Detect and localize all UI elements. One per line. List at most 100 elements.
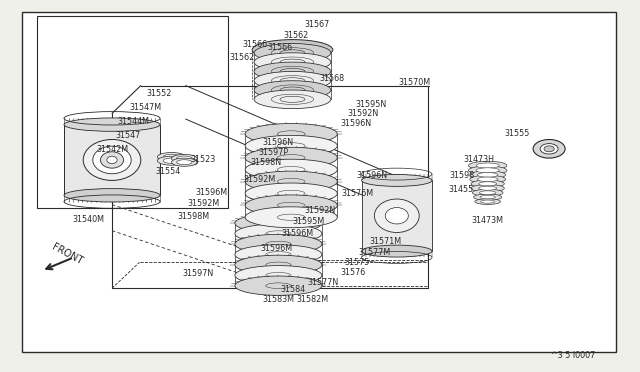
Ellipse shape	[64, 189, 160, 202]
Ellipse shape	[254, 71, 331, 90]
Ellipse shape	[470, 175, 506, 183]
Ellipse shape	[254, 90, 331, 109]
Ellipse shape	[362, 174, 432, 186]
Ellipse shape	[235, 245, 322, 264]
Ellipse shape	[475, 199, 500, 205]
Ellipse shape	[540, 144, 558, 154]
Text: 31597P: 31597P	[259, 148, 289, 157]
Text: 31576: 31576	[340, 268, 366, 277]
Text: 31595M: 31595M	[292, 217, 324, 226]
Ellipse shape	[235, 224, 322, 243]
Text: 31596M: 31596M	[195, 188, 227, 197]
Ellipse shape	[235, 234, 322, 254]
Ellipse shape	[157, 153, 186, 161]
Ellipse shape	[479, 191, 496, 195]
Text: 31596M: 31596M	[260, 244, 292, 253]
Ellipse shape	[362, 245, 432, 257]
Text: 31592N: 31592N	[348, 109, 379, 118]
Text: 31568: 31568	[319, 74, 344, 83]
Ellipse shape	[471, 180, 504, 187]
Ellipse shape	[107, 156, 117, 164]
Text: 31566: 31566	[242, 40, 268, 49]
Ellipse shape	[476, 163, 499, 168]
Text: 31598: 31598	[449, 171, 475, 180]
Ellipse shape	[479, 186, 497, 190]
Text: 31552: 31552	[146, 89, 172, 98]
Text: 31473H: 31473H	[463, 155, 494, 164]
Text: 31577M: 31577M	[358, 248, 390, 257]
Bar	[64, 125, 160, 195]
Text: 31576M: 31576M	[341, 189, 373, 198]
Ellipse shape	[245, 183, 337, 204]
Text: 31554: 31554	[155, 167, 180, 176]
Ellipse shape	[245, 124, 337, 144]
Ellipse shape	[245, 135, 337, 156]
Ellipse shape	[470, 171, 506, 179]
Ellipse shape	[472, 189, 503, 196]
Text: 31473M: 31473M	[472, 216, 504, 225]
Text: 31567: 31567	[304, 20, 330, 29]
Text: 31455: 31455	[448, 185, 474, 194]
Ellipse shape	[254, 81, 331, 99]
Text: 31555: 31555	[504, 129, 530, 138]
Ellipse shape	[254, 53, 331, 71]
Text: 31577N: 31577N	[308, 278, 339, 287]
Ellipse shape	[385, 208, 408, 224]
Ellipse shape	[477, 173, 498, 177]
Ellipse shape	[245, 147, 337, 168]
Ellipse shape	[245, 171, 337, 192]
Bar	[37, 16, 228, 208]
Text: 31547: 31547	[115, 131, 141, 140]
Text: 31598M: 31598M	[177, 212, 209, 221]
Text: 31562: 31562	[283, 31, 308, 40]
Ellipse shape	[533, 140, 565, 158]
Text: 31592N: 31592N	[305, 206, 335, 215]
Text: 31575: 31575	[344, 258, 370, 267]
Ellipse shape	[64, 118, 160, 131]
Text: 31582M: 31582M	[296, 295, 328, 304]
Ellipse shape	[245, 207, 337, 228]
Text: ^3 5 l0007: ^3 5 l0007	[550, 351, 595, 360]
Ellipse shape	[471, 185, 504, 192]
Ellipse shape	[245, 159, 337, 180]
Ellipse shape	[254, 62, 331, 81]
Ellipse shape	[468, 166, 507, 174]
Ellipse shape	[163, 158, 180, 163]
Text: 31595N: 31595N	[356, 100, 387, 109]
Ellipse shape	[163, 154, 180, 160]
Text: 31596N: 31596N	[357, 171, 388, 180]
Ellipse shape	[374, 199, 419, 232]
Ellipse shape	[235, 276, 322, 295]
Text: 31562: 31562	[229, 53, 255, 62]
Ellipse shape	[157, 156, 186, 165]
Ellipse shape	[480, 195, 495, 199]
Ellipse shape	[235, 266, 322, 285]
Ellipse shape	[252, 40, 333, 60]
Ellipse shape	[172, 154, 197, 163]
Ellipse shape	[172, 158, 197, 166]
Ellipse shape	[254, 44, 331, 62]
Text: 31596N: 31596N	[263, 138, 294, 147]
Ellipse shape	[245, 195, 337, 216]
Text: 31583M: 31583M	[262, 295, 294, 304]
Ellipse shape	[474, 194, 502, 200]
Ellipse shape	[544, 146, 554, 152]
Text: 31566: 31566	[268, 43, 293, 52]
Text: 31542M: 31542M	[96, 145, 128, 154]
Text: 31570M: 31570M	[399, 78, 431, 87]
Text: 31597N: 31597N	[183, 269, 214, 278]
Text: 31592M: 31592M	[188, 199, 220, 208]
Ellipse shape	[177, 156, 192, 161]
Text: 31547M: 31547M	[130, 103, 162, 112]
Ellipse shape	[100, 152, 124, 168]
Ellipse shape	[93, 146, 131, 174]
Ellipse shape	[235, 214, 322, 233]
Ellipse shape	[476, 168, 499, 173]
Ellipse shape	[269, 44, 316, 56]
Ellipse shape	[235, 255, 322, 275]
Text: 31584: 31584	[280, 285, 306, 294]
Text: 31592M: 31592M	[243, 175, 275, 184]
Text: 31540M: 31540M	[72, 215, 104, 224]
Text: 31523: 31523	[191, 155, 216, 164]
Ellipse shape	[481, 200, 495, 203]
